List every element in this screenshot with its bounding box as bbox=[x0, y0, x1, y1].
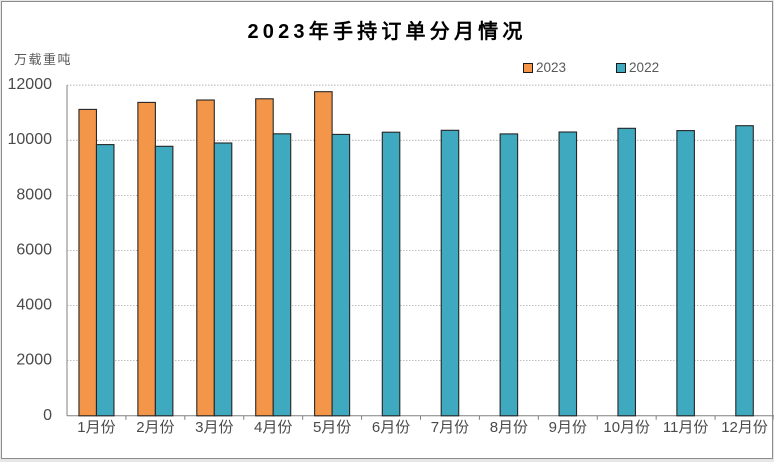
svg-text:9月份: 9月份 bbox=[549, 419, 587, 436]
svg-text:8月份: 8月份 bbox=[490, 419, 528, 436]
svg-text:2月份: 2月份 bbox=[136, 419, 174, 436]
svg-text:6月份: 6月份 bbox=[372, 419, 410, 436]
svg-text:8000: 8000 bbox=[16, 186, 52, 203]
svg-text:11月份: 11月份 bbox=[663, 419, 709, 436]
svg-text:4000: 4000 bbox=[16, 297, 52, 314]
svg-text:10月份: 10月份 bbox=[603, 419, 650, 436]
svg-text:1月份: 1月份 bbox=[77, 419, 115, 436]
svg-text:12000: 12000 bbox=[8, 76, 53, 93]
svg-text:2000: 2000 bbox=[16, 352, 52, 369]
svg-text:5月份: 5月份 bbox=[313, 419, 351, 436]
svg-text:3月份: 3月份 bbox=[195, 419, 233, 436]
svg-text:12月份: 12月份 bbox=[721, 419, 768, 436]
svg-text:4月份: 4月份 bbox=[254, 419, 292, 436]
svg-text:7月份: 7月份 bbox=[431, 419, 469, 436]
svg-text:10000: 10000 bbox=[8, 131, 53, 148]
svg-text:0: 0 bbox=[43, 407, 52, 424]
svg-text:6000: 6000 bbox=[16, 241, 52, 258]
